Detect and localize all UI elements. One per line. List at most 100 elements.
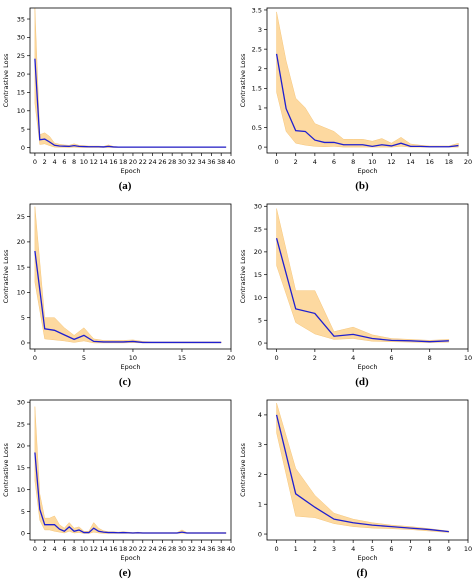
y-tick-label: 20 — [17, 238, 25, 246]
x-tick-label: 10 — [80, 545, 88, 553]
y-axis-label: Contrastive Loss — [2, 53, 10, 107]
axes-frame — [29, 203, 232, 350]
x-tick-label: 4 — [52, 545, 56, 553]
x-tick-label: 22 — [139, 545, 147, 553]
y-tick-label: 3 — [258, 441, 262, 449]
mean-loss-line — [34, 452, 227, 534]
confidence-band — [34, 206, 222, 344]
x-tick-label: 10 — [368, 158, 376, 166]
y-axis-label: Contrastive Loss — [2, 249, 10, 303]
x-tick-label: 0 — [275, 158, 279, 166]
x-tick-label: 34 — [197, 158, 205, 166]
y-axis-label: Contrastive Loss — [239, 249, 247, 303]
x-tick-label: 14 — [99, 545, 107, 553]
x-tick-label: 28 — [168, 545, 176, 553]
y-tick-label: 10 — [17, 289, 25, 297]
x-tick-label: 5 — [82, 354, 86, 362]
x-tick-label: 3 — [332, 545, 336, 553]
y-tick-label: 0.5 — [252, 124, 262, 132]
x-tick-label: 6 — [62, 545, 66, 553]
x-tick-label: 7 — [409, 545, 413, 553]
x-axis-label: Epoch — [358, 554, 378, 562]
confidence-band — [34, 7, 227, 148]
x-tick-label: 12 — [90, 158, 98, 166]
x-tick-label: 14 — [99, 158, 107, 166]
x-tick-label: 8 — [351, 158, 355, 166]
y-tick-label: 2.5 — [252, 45, 262, 53]
x-tick-label: 38 — [217, 545, 225, 553]
x-tick-label: 8 — [428, 545, 432, 553]
panel-label: (a) — [118, 180, 132, 192]
x-tick-label: 26 — [158, 545, 166, 553]
x-tick-label: 6 — [62, 158, 66, 166]
chart-panel: 0 1 2 3 4 5 6 7 8 9 10 0 1 2 3 4 Epoch Contrastive Loss (f… — [237, 392, 474, 582]
mean-loss-line — [34, 250, 222, 344]
x-tick-label: 6 — [332, 158, 336, 166]
y-axis-label: Contrastive Loss — [2, 443, 10, 497]
y-tick-label: 0 — [21, 339, 25, 347]
x-tick-label: 4 — [351, 545, 355, 553]
x-axis-label: Epoch — [358, 363, 378, 371]
x-tick-label: 16 — [109, 158, 117, 166]
confidence-band — [34, 406, 227, 534]
y-tick-label: 35 — [17, 15, 25, 23]
x-tick-label: 18 — [119, 158, 127, 166]
y-tick-label: 4 — [258, 411, 262, 419]
x-tick-label: 2 — [43, 545, 47, 553]
x-axis-label: Epoch — [358, 167, 378, 175]
y-tick-label: 15 — [17, 263, 25, 271]
x-tick-label: 14 — [406, 158, 414, 166]
confidence-band — [276, 208, 450, 343]
x-tick-label: 30 — [178, 158, 186, 166]
y-tick-label: 30 — [17, 34, 25, 42]
y-tick-label: 15 — [254, 271, 262, 279]
panel-label: (f) — [356, 567, 368, 579]
x-tick-label: 16 — [109, 545, 117, 553]
confidence-band — [276, 402, 450, 533]
y-tick-label: 25 — [17, 420, 25, 428]
axes-frame — [266, 7, 469, 154]
x-tick-label: 2 — [43, 158, 47, 166]
x-tick-label: 4 — [313, 158, 317, 166]
y-tick-label: 10 — [17, 107, 25, 115]
mean-loss-line — [275, 414, 449, 533]
chart-svg: 0 2 4 6 8 10 12 14 16 18 20 22 24 26 28 30 32 34 36 38 40051… — [2, 7, 235, 175]
y-tick-label: 5 — [258, 317, 262, 325]
x-tick-label: 9 — [447, 545, 451, 553]
x-tick-label: 12 — [90, 545, 98, 553]
y-tick-label: 10 — [254, 294, 262, 302]
x-tick-label: 0 — [275, 545, 279, 553]
y-tick-label: 30 — [17, 398, 25, 406]
y-tick-label: 15 — [17, 89, 25, 97]
x-tick-label: 5 — [370, 545, 374, 553]
y-tick-label: 20 — [17, 442, 25, 450]
chart-panel: 0 2 4 6 8 10 12 14 16 18 20 0 0.5 1 1.5 2 2.5 3 3.5 Epoch Co… — [237, 0, 474, 195]
x-tick-label: 0 — [275, 354, 279, 362]
mean-loss-line — [275, 53, 459, 148]
x-tick-label: 40 — [227, 158, 235, 166]
x-axis-label: Epoch — [121, 167, 141, 175]
x-tick-label: 10 — [129, 354, 137, 362]
chart-panel: 0 2 4 6 8 10 12 14 16 18 20 22 24 26 28 30 32 34 36 38 40 0 5 1… — [0, 392, 237, 582]
x-tick-label: 20 — [129, 158, 137, 166]
x-tick-label: 6 — [389, 545, 393, 553]
x-tick-label: 20 — [227, 354, 235, 362]
y-tick-label: 20 — [254, 248, 262, 256]
x-tick-label: 4 — [351, 354, 355, 362]
x-tick-label: 20 — [129, 545, 137, 553]
x-tick-label: 30 — [178, 545, 186, 553]
mean-loss-line — [34, 58, 227, 148]
y-tick-label: 0 — [258, 143, 262, 151]
x-tick-label: 10 — [464, 354, 472, 362]
panel-label: (d) — [355, 376, 369, 388]
y-tick-label: 25 — [254, 225, 262, 233]
y-axis-label: Contrastive Loss — [239, 443, 247, 497]
panel-label: (e) — [118, 567, 132, 579]
y-tick-label: 0 — [21, 144, 25, 152]
x-tick-label: 36 — [207, 158, 215, 166]
y-tick-label: 2 — [258, 471, 262, 479]
panel-label: (b) — [355, 180, 369, 192]
y-tick-label: 3.5 — [252, 6, 262, 14]
